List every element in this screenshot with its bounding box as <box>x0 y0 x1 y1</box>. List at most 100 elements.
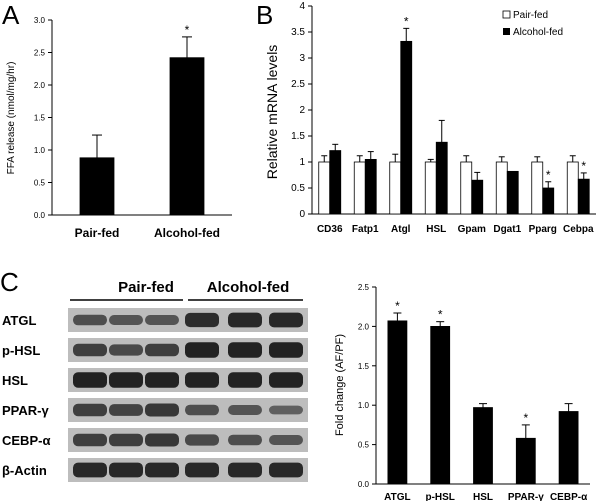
western-blot: Pair-fed Alcohol-fed ATGL p-HSL HSL PPAR-γ C… <box>2 279 308 482</box>
y-tick-label: 2.5 <box>358 283 370 292</box>
y-tick-label: 3.5 <box>291 27 305 38</box>
blot-band <box>228 312 262 328</box>
bar <box>424 161 437 215</box>
blot-band <box>73 403 107 417</box>
blot-band <box>73 433 107 447</box>
panel-label-c: C <box>0 267 19 297</box>
legend-label-pair-fed: Pair-fed <box>513 10 548 21</box>
blot-band <box>228 342 262 358</box>
chart-c: 0.0 0.5 1.0 1.5 2.0 2.5 ATGL * p-HSL * HSL PPAR-γ * C… <box>334 283 590 501</box>
blot-row-label: ATGL <box>2 313 36 328</box>
chart-b-legend: Pair-fed Alcohol-fed <box>502 10 563 38</box>
x-category-label: Cebpa <box>563 224 594 235</box>
blot-band <box>109 372 143 388</box>
blot-row-label: HSL <box>2 373 28 388</box>
blot-band <box>228 434 262 446</box>
blot-band <box>185 312 219 328</box>
y-tick-label: 3 <box>299 53 305 64</box>
blot-band <box>185 404 219 416</box>
bar <box>169 57 205 216</box>
blot-row-label: β-Actin <box>2 463 47 478</box>
x-category-label: Dgat1 <box>493 224 521 235</box>
legend-label-alcohol-fed: Alcohol-fed <box>513 27 563 38</box>
blot-band <box>228 405 262 415</box>
chart-c-marks: 0.0 0.5 1.0 1.5 2.0 2.5 ATGL * p-HSL * HSL PPAR-γ * C… <box>358 283 588 501</box>
bar <box>531 161 544 215</box>
x-category-label: CEBP-α <box>550 492 588 501</box>
blot-band <box>145 315 179 325</box>
chart-a-axes <box>51 20 232 216</box>
x-category-label: Fatp1 <box>352 224 379 235</box>
blot-band <box>269 435 303 445</box>
x-category-label: Atgl <box>391 224 411 235</box>
blot-group-label-pair-fed: Pair-fed <box>118 279 174 296</box>
bar <box>318 161 331 215</box>
bar <box>430 325 451 485</box>
bar <box>460 161 473 215</box>
blot-band <box>145 403 179 417</box>
y-tick-label: 2 <box>299 105 305 116</box>
bar <box>364 158 377 215</box>
blot-band <box>73 372 107 388</box>
y-tick-label: 0.5 <box>291 183 305 194</box>
y-tick-label: 2.5 <box>34 49 46 58</box>
blot-band <box>145 433 179 447</box>
bar <box>515 437 536 485</box>
blot-row-label: PPAR-γ <box>2 403 49 418</box>
x-category-label: ATGL <box>384 492 410 501</box>
blot-row-label: p-HSL <box>2 343 40 358</box>
blot-band <box>269 405 303 415</box>
bar <box>329 150 342 215</box>
y-tick-label: 0.5 <box>34 179 46 188</box>
bar <box>473 407 493 485</box>
x-category-label: Pair-fed <box>75 226 120 240</box>
blot-band <box>228 372 262 388</box>
blot-group-label-alcohol-fed: Alcohol-fed <box>207 279 290 296</box>
y-tick-label: 2.0 <box>358 322 370 331</box>
y-tick-label: 1.0 <box>358 401 370 410</box>
y-tick-label: 3.0 <box>34 16 46 25</box>
chart-a: 0.0 0.5 1.0 1.5 2.0 2.5 3.0 Pair-fed Alcohol-fed… <box>6 16 232 240</box>
bar <box>577 178 590 215</box>
bar <box>542 187 555 215</box>
y-tick-label: 0.0 <box>34 211 46 220</box>
blot-band <box>269 372 303 388</box>
blot-band <box>109 404 143 416</box>
blot-band <box>73 462 107 478</box>
panel-label-b: B <box>256 0 273 30</box>
y-tick-label: 0.5 <box>358 441 370 450</box>
bar <box>471 179 484 215</box>
x-category-label: Gpam <box>458 224 486 235</box>
x-category-label: Alcohol-fed <box>154 226 220 240</box>
blot-band <box>109 433 143 447</box>
bar <box>79 157 115 216</box>
bar <box>558 411 579 485</box>
blot-band <box>145 462 179 478</box>
x-category-label: HSL <box>473 492 493 501</box>
blot-row-label: CEBP-α <box>2 433 50 448</box>
bar <box>566 161 579 215</box>
y-tick-label: 1 <box>299 157 305 168</box>
bar <box>435 141 448 215</box>
blot-band <box>73 314 107 326</box>
blot-band <box>228 462 262 478</box>
significance-marker: * <box>404 14 409 28</box>
chart-a-y-label: FFA release (nmol/mg/hr) <box>6 62 17 175</box>
x-category-label: p-HSL <box>425 492 454 501</box>
chart-b-marks: 0 0.5 1 1.5 2 2.5 3 3.5 4 CD36 Fatp1 Atgl * HSL Gpam Dg… <box>291 1 594 235</box>
significance-marker: * <box>546 168 551 182</box>
chart-a-marks: 0.0 0.5 1.0 1.5 2.0 2.5 3.0 Pair-fed Alcohol-fed… <box>34 16 220 240</box>
blot-band <box>269 342 303 358</box>
chart-c-y-label: Fold change (AF/PF) <box>334 334 346 436</box>
bar <box>495 161 508 215</box>
legend-swatch-alcohol-fed <box>503 28 510 35</box>
blot-band <box>269 312 303 328</box>
y-tick-label: 1.5 <box>291 131 305 142</box>
x-category-label: HSL <box>426 224 446 235</box>
legend-swatch-pair-fed <box>502 10 511 19</box>
y-tick-label: 1.5 <box>34 114 46 123</box>
blot-band <box>109 462 143 478</box>
bar <box>506 170 519 215</box>
blot-band <box>145 372 179 388</box>
blot-band <box>109 315 143 325</box>
